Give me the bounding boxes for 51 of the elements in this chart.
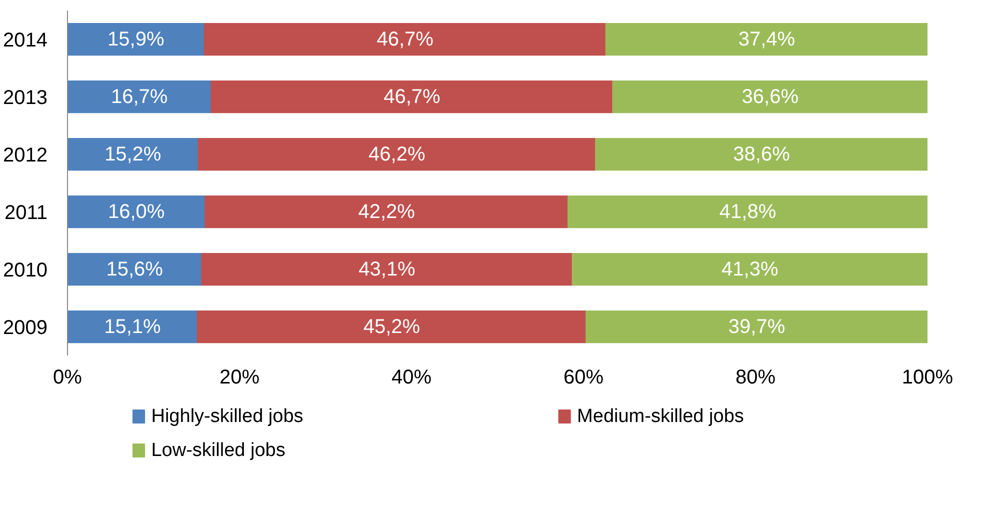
y-tick-label: 2013 bbox=[3, 86, 48, 109]
data-label: 36,6% bbox=[742, 86, 799, 108]
x-tick-label: 60% bbox=[563, 366, 604, 388]
bar bbox=[68, 138, 199, 171]
y-tick-label: 2009 bbox=[3, 316, 48, 339]
bar bbox=[586, 310, 928, 344]
bar bbox=[612, 80, 928, 114]
data-label: 46,7% bbox=[376, 28, 434, 50]
data-label: 15,1% bbox=[104, 316, 161, 338]
data-label: 43,1% bbox=[358, 258, 416, 280]
bar bbox=[572, 252, 928, 286]
data-label: 46,2% bbox=[368, 143, 426, 166]
bar bbox=[68, 22, 205, 56]
bar bbox=[196, 310, 587, 344]
bar bbox=[605, 22, 928, 56]
data-label: 15,6% bbox=[106, 258, 164, 280]
data-label: 16,0% bbox=[108, 200, 165, 223]
bar bbox=[68, 252, 202, 286]
y-tick-label: 2014 bbox=[3, 29, 48, 52]
bar bbox=[210, 80, 614, 114]
x-tick-label: 20% bbox=[219, 366, 260, 388]
data-label: 37,4% bbox=[738, 28, 796, 50]
x-tick-label: 80% bbox=[735, 366, 776, 388]
bar bbox=[204, 195, 569, 228]
bar bbox=[568, 195, 928, 228]
data-label: 16,7% bbox=[110, 86, 168, 108]
x-tick-label: 40% bbox=[391, 366, 432, 388]
bar bbox=[198, 138, 596, 171]
x-tick-label: 0% bbox=[53, 366, 82, 388]
bar bbox=[201, 252, 573, 286]
data-label: 15,2% bbox=[104, 143, 162, 166]
bar bbox=[68, 80, 212, 114]
legend-label: Medium-skilled jobs bbox=[577, 406, 744, 427]
legend-label: Low-skilled jobs bbox=[151, 440, 286, 461]
bar bbox=[204, 22, 606, 56]
bar bbox=[68, 195, 206, 228]
data-label: 15,9% bbox=[108, 28, 164, 50]
data-label: 38,6% bbox=[733, 143, 790, 166]
y-tick-label: 2010 bbox=[3, 259, 48, 282]
y-tick-label: 2012 bbox=[3, 144, 48, 166]
data-label: 41,3% bbox=[722, 258, 778, 280]
data-label: 41,8% bbox=[719, 200, 776, 223]
data-label: 45,2% bbox=[363, 316, 420, 338]
data-label: 42,2% bbox=[358, 200, 416, 223]
legend-label: Highly-skilled jobs bbox=[151, 406, 304, 427]
data-label: 46,7% bbox=[384, 86, 440, 108]
bar bbox=[595, 138, 928, 171]
x-tick-label: 100% bbox=[902, 366, 954, 388]
bar bbox=[68, 310, 198, 344]
y-tick-label: 2011 bbox=[4, 202, 48, 224]
data-label: 39,7% bbox=[728, 316, 786, 338]
